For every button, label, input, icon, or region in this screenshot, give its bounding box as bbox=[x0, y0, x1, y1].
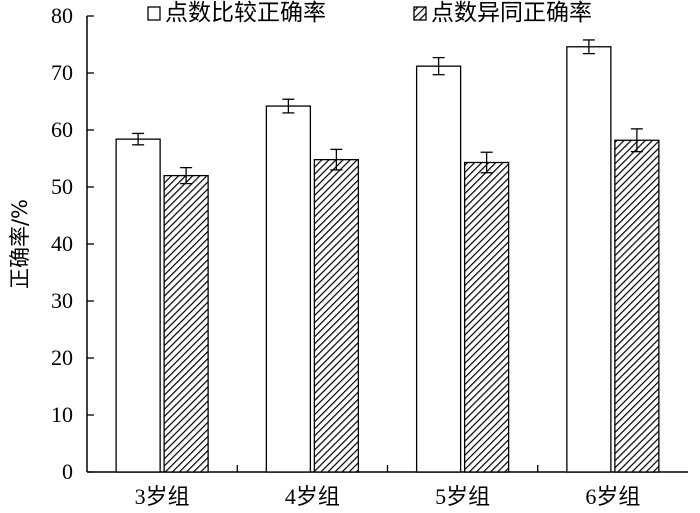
x-tick-label: 6岁组 bbox=[585, 484, 640, 509]
y-tick-label: 60 bbox=[51, 117, 73, 142]
bar-dot-comparison bbox=[265, 105, 312, 473]
bar-dot-same-different bbox=[463, 161, 510, 473]
y-tick-label: 30 bbox=[51, 288, 73, 313]
plot-area: 0 10 20 30 40 50 60 70 80 正确率/% 3岁组 4岁组 5岁组 6岁组 点数比较正确… bbox=[8, 0, 688, 509]
y-tick-label: 70 bbox=[51, 60, 73, 85]
bar-dot-same-different bbox=[614, 139, 660, 473]
x-tick-label: 3岁组 bbox=[135, 484, 190, 509]
bar-dot-same-different bbox=[163, 174, 209, 473]
legend-label: 点数异同正确率 bbox=[431, 0, 592, 26]
bar-dot-comparison bbox=[566, 46, 612, 473]
legend-label: 点数比较正确率 bbox=[165, 0, 326, 26]
x-tick-label: 4岁组 bbox=[285, 484, 340, 509]
y-tick-label: 10 bbox=[51, 402, 73, 427]
bar-dot-comparison bbox=[415, 65, 462, 473]
y-tick-label: 50 bbox=[51, 174, 73, 199]
y-tick-label: 80 bbox=[51, 3, 73, 28]
y-axis-title: 正确率/% bbox=[8, 199, 32, 289]
legend-swatch bbox=[147, 6, 161, 21]
x-tick-label: 5岁组 bbox=[435, 484, 490, 509]
legend-swatch bbox=[413, 6, 427, 21]
y-tick-label: 40 bbox=[51, 231, 73, 256]
y-tick-label: 0 bbox=[62, 459, 73, 484]
bar-dot-same-different bbox=[313, 158, 360, 473]
bar-dot-comparison bbox=[115, 138, 161, 473]
y-tick-label: 20 bbox=[51, 345, 73, 370]
